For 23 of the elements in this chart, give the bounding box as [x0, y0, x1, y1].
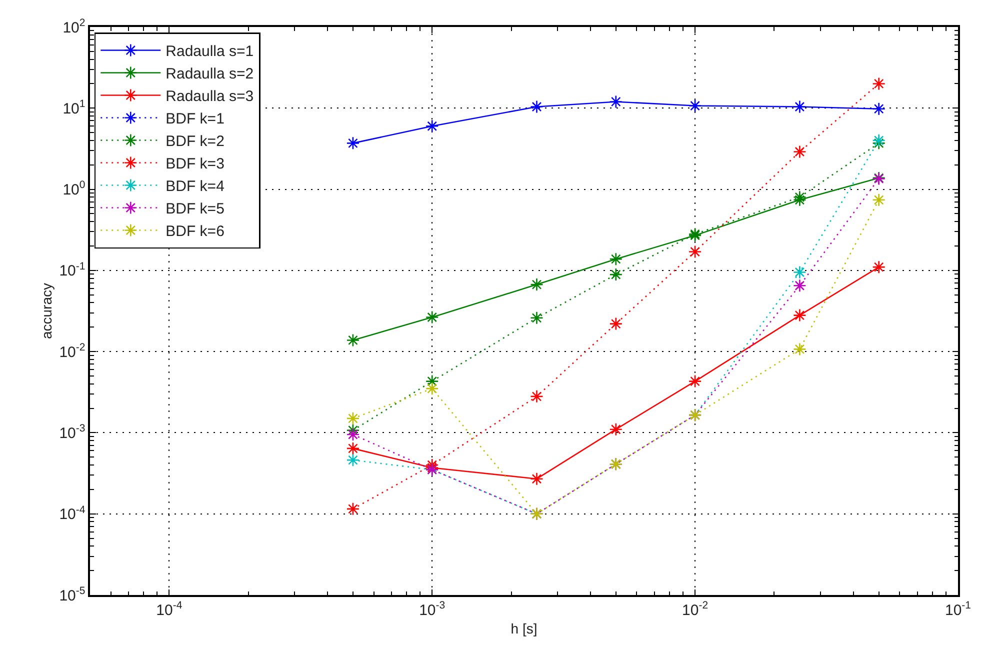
x-tick-label: 10$^{-1}$: [944, 599, 972, 619]
y-tick-label: 10$^{-3}$: [59, 422, 86, 442]
y-tick-label: 10$^{-5}$: [59, 584, 86, 604]
y-tick-label: 10$^{2}$: [62, 16, 86, 36]
y-tick-label: 10$^{1}$: [62, 98, 86, 118]
x-axis-title: h [s]: [510, 620, 538, 637]
x-tick-label: 10$^{-3}$: [419, 599, 446, 619]
y-tick-label: 10$^{-2}$: [59, 342, 86, 361]
legend-label: BDF k=6: [166, 223, 224, 240]
y-tick-label: 10$^{0}$: [62, 179, 86, 199]
legend-label: BDF k=5: [166, 200, 224, 218]
x-tick-label: 10$^{-2}$: [682, 599, 708, 619]
legend-label: Radaulla s=1: [166, 43, 254, 60]
y-tick-label: 10$^{-1}$: [59, 260, 86, 280]
x-tick-label: 10$^{-4}$: [156, 599, 182, 619]
y-tick-label: 10$^{-4}$: [59, 504, 86, 524]
legend-label: Radaulla s=3: [166, 88, 254, 106]
y-axis-title: accuracy: [38, 282, 54, 340]
legend-label: BDF k=2: [166, 133, 224, 150]
legend-label: BDF k=3: [166, 156, 224, 173]
legend-label: BDF k=4: [166, 178, 224, 196]
legend-label: BDF k=1: [166, 110, 224, 128]
legend-label: Radaulla s=2: [166, 66, 254, 83]
